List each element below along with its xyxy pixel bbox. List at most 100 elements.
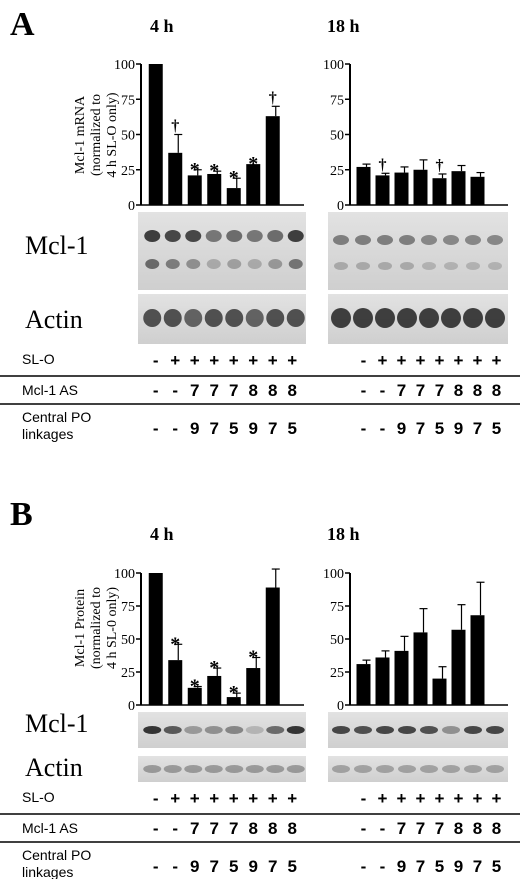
mcl1as-value: 7 (210, 381, 219, 400)
slo-value: + (435, 351, 445, 370)
y-tick-label: 25 (330, 666, 344, 681)
row-label-slo: SL-O (22, 351, 55, 367)
band (247, 259, 262, 269)
band (246, 230, 263, 242)
significance-dagger: † (379, 156, 387, 173)
band (331, 308, 351, 328)
central-value: - (361, 419, 367, 438)
bar (375, 657, 390, 705)
band (488, 262, 502, 270)
bar (226, 697, 241, 705)
mcl1as-value: 7 (435, 381, 444, 400)
significance-asterisk: * (170, 633, 180, 655)
y-tick-label: 100 (323, 567, 344, 582)
bar (470, 615, 485, 705)
central-value: 5 (435, 419, 444, 438)
y-tick-label: 25 (330, 164, 344, 179)
bar (432, 678, 447, 705)
band (225, 765, 244, 773)
slo-value: + (229, 351, 239, 370)
ylabel-b-line1: Mcl-1 Protein (73, 589, 88, 667)
significance-asterisk: * (209, 160, 219, 182)
blot-label-a-actin: Actin (25, 305, 83, 334)
blot-b-4h-mcl1 (138, 712, 306, 748)
central-value: 5 (229, 857, 238, 876)
central-value: 5 (435, 857, 444, 876)
mcl1as-value: 7 (190, 819, 199, 838)
blot-b-18h-mcl1 (328, 712, 508, 748)
band (465, 235, 481, 245)
bar (148, 64, 163, 205)
row-label-mcl1as: Mcl-1 AS (22, 382, 78, 398)
band (332, 726, 350, 734)
bar (207, 675, 222, 705)
band (464, 726, 482, 734)
band (420, 765, 438, 773)
slo-value: + (492, 351, 502, 370)
bar (451, 171, 466, 205)
slo-value: + (209, 789, 219, 808)
band (227, 259, 242, 269)
bar (265, 116, 280, 205)
central-value: 5 (229, 419, 238, 438)
significance-dagger: † (171, 118, 179, 135)
central-value: - (380, 419, 386, 438)
mcl1as-value: 7 (397, 819, 406, 838)
row-label-linkages: linkages (22, 426, 73, 442)
band (378, 262, 392, 270)
band (245, 765, 264, 773)
central-value: 7 (268, 419, 277, 438)
band (286, 765, 305, 773)
bar (187, 175, 202, 205)
bar (394, 172, 409, 205)
slo-value: + (209, 351, 219, 370)
mcl1as-value: 8 (473, 819, 482, 838)
significance-asterisk: * (248, 153, 258, 175)
central-value: 7 (210, 419, 219, 438)
mcl1as-value: 8 (492, 819, 501, 838)
band (245, 309, 264, 327)
significance-asterisk: * (190, 159, 200, 181)
band (334, 262, 348, 270)
bar (413, 169, 428, 205)
band (420, 726, 438, 734)
central-value: 5 (492, 419, 501, 438)
central-value: - (361, 857, 367, 876)
band (288, 259, 303, 269)
band (143, 765, 162, 773)
significance-asterisk: * (209, 657, 219, 679)
bar (148, 573, 163, 705)
mcl1as-value: - (361, 819, 367, 838)
mcl1as-value: 8 (268, 381, 277, 400)
band (286, 726, 305, 734)
slo-value: + (416, 351, 426, 370)
central-value: 5 (492, 857, 501, 876)
slo-value: + (190, 789, 200, 808)
bar (246, 164, 261, 205)
band (375, 308, 395, 328)
band (422, 262, 436, 270)
ylabel-b-line3: 4 h SL-0 only) (105, 587, 120, 669)
central-value: - (172, 857, 178, 876)
band (186, 259, 201, 269)
central-value: 9 (249, 857, 258, 876)
significance-asterisk: * (229, 167, 239, 189)
band (353, 308, 373, 328)
band (354, 726, 372, 734)
band (463, 308, 483, 328)
central-value: 9 (454, 419, 463, 438)
bar (168, 660, 183, 705)
mcl1as-value: - (172, 819, 178, 838)
band (204, 726, 223, 734)
band (164, 230, 181, 242)
band (226, 230, 243, 242)
mcl1as-value: - (380, 819, 386, 838)
band (376, 726, 394, 734)
band (376, 765, 394, 773)
band (205, 230, 222, 242)
band (464, 765, 482, 773)
central-value: - (380, 857, 386, 876)
mcl1as-value: 7 (190, 381, 199, 400)
band (184, 309, 203, 327)
